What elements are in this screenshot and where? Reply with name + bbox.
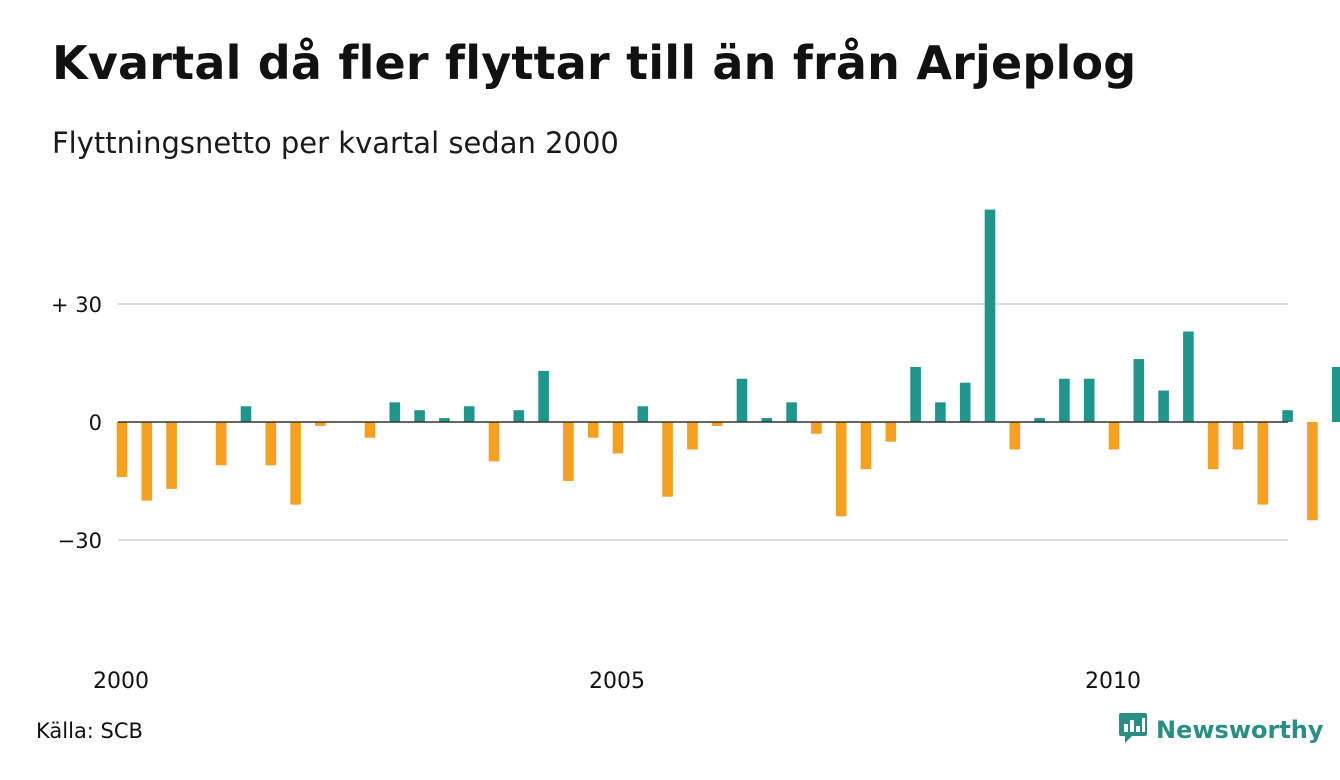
brand-name: Newsworthy (1156, 716, 1324, 744)
bar (1034, 418, 1045, 422)
bar (860, 422, 872, 470)
newsworthy-logo-icon (1118, 711, 1148, 749)
bar (265, 422, 277, 466)
bar (166, 422, 177, 489)
bar (736, 378, 748, 422)
bar (1133, 359, 1145, 422)
bar (389, 402, 401, 422)
y-tick-label: 0 (89, 411, 102, 435)
bar (488, 422, 500, 462)
bar (687, 422, 698, 450)
bar (761, 418, 773, 422)
bar (538, 370, 549, 422)
bar (984, 209, 996, 422)
bar (786, 402, 797, 422)
y-tick-label: −30 (58, 529, 102, 553)
bar (463, 406, 475, 422)
bars (116, 209, 1340, 521)
bar (1009, 422, 1021, 450)
bar (587, 422, 599, 438)
bar (439, 418, 450, 422)
x-tick-label: 2000 (93, 669, 149, 694)
bar (910, 366, 921, 422)
bar (1331, 366, 1340, 422)
bar (1307, 422, 1318, 521)
bar (240, 406, 252, 422)
bar (935, 402, 946, 422)
bar (1059, 378, 1070, 422)
bar (414, 410, 425, 422)
source-note: Källa: SCB (36, 719, 143, 743)
bar (116, 422, 128, 478)
bar (885, 422, 897, 442)
bar (364, 422, 376, 438)
bar (215, 422, 227, 466)
bar (513, 410, 525, 422)
x-tick-label: 2005 (589, 669, 645, 694)
y-tick-label: + 30 (51, 293, 102, 317)
bar (1158, 390, 1169, 422)
bar (1282, 410, 1293, 422)
gridlines (118, 303, 1288, 541)
chart-subtitle: Flyttningsnetto per kvartal sedan 2000 (52, 126, 619, 160)
bar (1183, 331, 1194, 422)
y-axis-labels: + 30 0 −30 (51, 293, 102, 553)
x-tick-label: 2010 (1085, 669, 1141, 694)
bar (1207, 422, 1219, 470)
bar (835, 422, 847, 517)
bar (637, 406, 649, 422)
bar (1083, 378, 1095, 422)
bar (290, 422, 301, 505)
bar (563, 422, 574, 481)
chart-title: Kvartal då fler flyttar till än från Arj… (52, 36, 1137, 90)
bar (959, 382, 971, 422)
bar (612, 422, 624, 454)
bar (315, 422, 326, 426)
bar (1232, 422, 1244, 450)
bar (1257, 422, 1269, 505)
bar (662, 422, 673, 497)
bar (711, 422, 723, 426)
bar (1108, 422, 1120, 450)
x-axis-labels: 20002005201020152020 (93, 669, 1141, 694)
bar (811, 422, 822, 434)
brand-logo: Newsworthy (1118, 712, 1324, 748)
bar (141, 422, 153, 501)
